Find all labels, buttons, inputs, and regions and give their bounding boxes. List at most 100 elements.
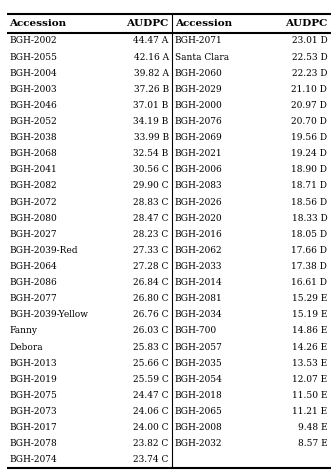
Text: BGH-2075: BGH-2075 [9,391,57,400]
Text: 37.26 B: 37.26 B [134,85,169,94]
Text: BGH-2003: BGH-2003 [9,85,57,94]
Text: BGH-2029: BGH-2029 [175,85,222,94]
Text: BGH-2006: BGH-2006 [175,165,222,174]
Text: 19.24 D: 19.24 D [292,149,327,158]
Text: 24.47 C: 24.47 C [133,391,169,400]
Text: 22.23 D: 22.23 D [292,69,327,77]
Text: 30.56 C: 30.56 C [133,165,169,174]
Text: Fanny: Fanny [9,326,37,335]
Text: BGH-2071: BGH-2071 [175,37,222,46]
Text: BGH-2032: BGH-2032 [175,439,222,448]
Text: 25.66 C: 25.66 C [133,359,169,368]
Text: 26.84 C: 26.84 C [133,278,169,287]
Text: BGH-2072: BGH-2072 [9,198,57,207]
Text: 20.97 D: 20.97 D [292,101,327,110]
Text: 14.26 E: 14.26 E [292,342,327,352]
Text: 42.16 A: 42.16 A [134,53,169,62]
Text: 22.53 D: 22.53 D [292,53,327,62]
Text: BGH-2068: BGH-2068 [9,149,57,158]
Text: 37.01 B: 37.01 B [133,101,169,110]
Text: BGH-2057: BGH-2057 [175,342,222,352]
Text: BGH-2018: BGH-2018 [175,391,222,400]
Text: BGH-2027: BGH-2027 [9,230,57,239]
Text: 9.48 E: 9.48 E [298,423,327,432]
Text: 18.90 D: 18.90 D [291,165,327,174]
Text: 24.00 C: 24.00 C [133,423,169,432]
Text: BGH-2076: BGH-2076 [175,117,222,126]
Text: 18.33 D: 18.33 D [292,214,327,223]
Text: AUDPC: AUDPC [285,19,327,28]
Text: 33.99 B: 33.99 B [134,133,169,142]
Text: BGH-2078: BGH-2078 [9,439,57,448]
Text: 34.19 B: 34.19 B [133,117,169,126]
Text: 17.38 D: 17.38 D [292,262,327,271]
Text: BGH-2062: BGH-2062 [175,246,222,255]
Text: 27.33 C: 27.33 C [133,246,169,255]
Text: 23.74 C: 23.74 C [133,456,169,465]
Text: BGH-2008: BGH-2008 [175,423,222,432]
Text: BGH-2038: BGH-2038 [9,133,57,142]
Text: BGH-2069: BGH-2069 [175,133,222,142]
Text: Accession: Accession [175,19,232,28]
Text: 32.54 B: 32.54 B [133,149,169,158]
Text: Accession: Accession [9,19,66,28]
Text: 18.56 D: 18.56 D [291,198,327,207]
Text: BGH-2054: BGH-2054 [175,375,222,384]
Text: BGH-2013: BGH-2013 [9,359,57,368]
Text: BGH-2064: BGH-2064 [9,262,57,271]
Text: BGH-2039-Yellow: BGH-2039-Yellow [9,310,89,319]
Text: BGH-2021: BGH-2021 [175,149,222,158]
Text: 11.21 E: 11.21 E [292,407,327,416]
Text: BGH-2083: BGH-2083 [175,181,222,190]
Text: BGH-2077: BGH-2077 [9,294,57,303]
Text: 25.59 C: 25.59 C [133,375,169,384]
Text: BGH-700: BGH-700 [175,326,217,335]
Text: 17.66 D: 17.66 D [291,246,327,255]
Text: 24.06 C: 24.06 C [133,407,169,416]
Text: 18.05 D: 18.05 D [291,230,327,239]
Text: 21.10 D: 21.10 D [292,85,327,94]
Text: BGH-2065: BGH-2065 [175,407,222,416]
Text: BGH-2081: BGH-2081 [175,294,222,303]
Text: BGH-2073: BGH-2073 [9,407,57,416]
Text: BGH-2039-Red: BGH-2039-Red [9,246,78,255]
Text: BGH-2019: BGH-2019 [9,375,57,384]
Text: 20.70 D: 20.70 D [292,117,327,126]
Text: BGH-2035: BGH-2035 [175,359,222,368]
Text: 8.57 E: 8.57 E [298,439,327,448]
Text: 26.03 C: 26.03 C [133,326,169,335]
Text: 28.83 C: 28.83 C [133,198,169,207]
Text: BGH-2000: BGH-2000 [175,101,222,110]
Text: 15.29 E: 15.29 E [292,294,327,303]
Text: BGH-2082: BGH-2082 [9,181,57,190]
Text: BGH-2020: BGH-2020 [175,214,222,223]
Text: 16.61 D: 16.61 D [291,278,327,287]
Text: 28.47 C: 28.47 C [133,214,169,223]
Text: 25.83 C: 25.83 C [133,342,169,352]
Text: 11.50 E: 11.50 E [292,391,327,400]
Text: BGH-2026: BGH-2026 [175,198,222,207]
Text: BGH-2046: BGH-2046 [9,101,57,110]
Text: 26.80 C: 26.80 C [133,294,169,303]
Text: 13.53 E: 13.53 E [292,359,327,368]
Text: 29.90 C: 29.90 C [133,181,169,190]
Text: BGH-2034: BGH-2034 [175,310,222,319]
Text: BGH-2002: BGH-2002 [9,37,57,46]
Text: Debora: Debora [9,342,43,352]
Text: 44.47 A: 44.47 A [133,37,169,46]
Text: BGH-2016: BGH-2016 [175,230,222,239]
Text: BGH-2033: BGH-2033 [175,262,222,271]
Text: 28.23 C: 28.23 C [133,230,169,239]
Text: BGH-2060: BGH-2060 [175,69,222,77]
Text: 23.82 C: 23.82 C [133,439,169,448]
Text: BGH-2014: BGH-2014 [175,278,222,287]
Text: BGH-2080: BGH-2080 [9,214,57,223]
Text: BGH-2017: BGH-2017 [9,423,57,432]
Text: 27.28 C: 27.28 C [133,262,169,271]
Text: Santa Clara: Santa Clara [175,53,229,62]
Text: 12.07 E: 12.07 E [292,375,327,384]
Text: 26.76 C: 26.76 C [133,310,169,319]
Text: BGH-2055: BGH-2055 [9,53,57,62]
Text: AUDPC: AUDPC [127,19,169,28]
Text: BGH-2086: BGH-2086 [9,278,57,287]
